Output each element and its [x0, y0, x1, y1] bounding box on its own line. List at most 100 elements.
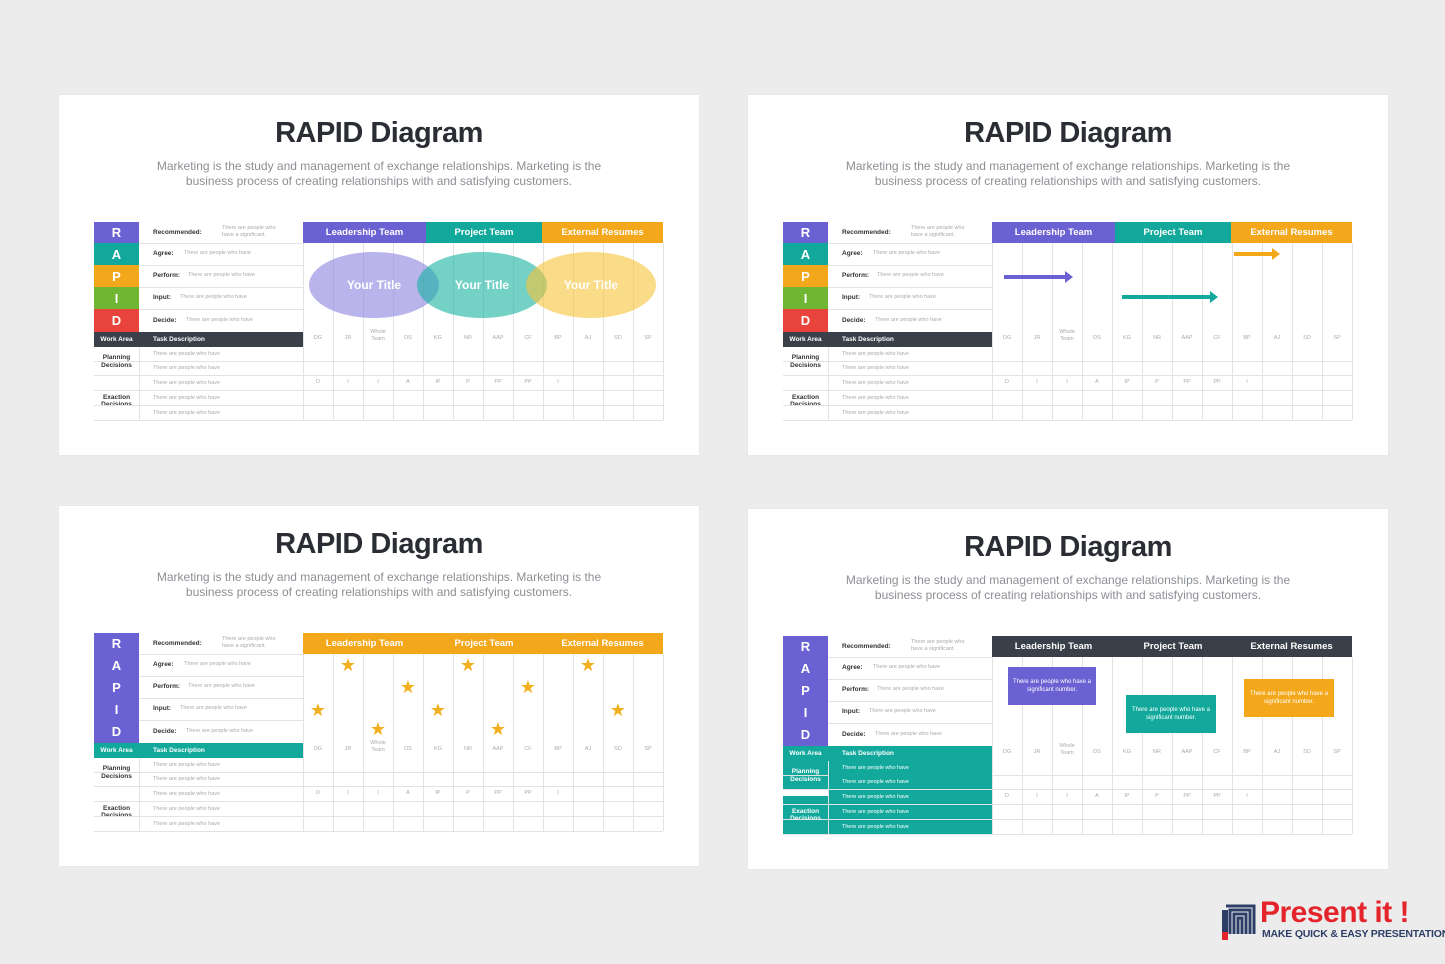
task-row-text: There are people who have — [153, 791, 220, 797]
row-divider — [828, 309, 992, 310]
task-row-text: There are people who have — [842, 410, 909, 416]
logo-wordmark: Present it ! — [1260, 896, 1410, 929]
column-label: AJ — [1273, 749, 1281, 755]
present-it-logo[interactable]: Present it ! MAKE QUICK & EASY PRESENTAT… — [1222, 896, 1445, 944]
table-bottom-line — [94, 831, 663, 832]
task-row-text: There are people who have — [842, 365, 909, 371]
work-area-bar: Work Area Task Description — [783, 746, 992, 761]
column-line — [1232, 657, 1233, 834]
venn-circle-1: Your Title — [309, 252, 439, 318]
work-area-bar: Work Area Task Description — [94, 332, 303, 347]
role-label: Agree: — [153, 250, 174, 257]
star-icon: ★ — [429, 700, 447, 720]
work-area-label: Work Area — [783, 332, 828, 347]
star-icon: ★ — [399, 677, 417, 697]
column-line — [1112, 243, 1113, 420]
logo-tagline: MAKE QUICK & EASY PRESENTATIONS — [1262, 928, 1445, 940]
role-description: There are people who have — [873, 250, 940, 256]
slide-1: RAPID Diagram Marketing is the study and … — [59, 95, 699, 455]
venn-circle-2: Your Title — [417, 252, 547, 318]
row-divider — [139, 720, 303, 721]
task-row-fill — [828, 805, 992, 819]
column-label: DS — [1093, 335, 1101, 341]
role-description: There are people who have a significant. — [911, 639, 965, 652]
column-label: BP — [1243, 335, 1251, 341]
rapid-letter-r: R — [94, 633, 139, 654]
column-label: DS — [1093, 749, 1101, 755]
column-line — [1262, 243, 1263, 420]
role-description: There are people who have — [873, 664, 940, 670]
column-line — [543, 654, 544, 831]
column-label: Whole Team — [1059, 329, 1075, 342]
column-line — [393, 243, 394, 420]
column-line — [1202, 243, 1203, 420]
column-line — [1292, 243, 1293, 420]
column-line — [603, 654, 604, 831]
role-description: There are people who have — [875, 730, 942, 737]
column-label: SP — [1333, 335, 1341, 341]
info-box-1: There are people who have a significant … — [1008, 667, 1096, 705]
decision-role: PP — [524, 379, 532, 385]
decision-role: I — [1066, 793, 1068, 799]
planning-decisions-label: Planning Decisions — [790, 354, 821, 369]
decision-role: P — [1155, 379, 1159, 385]
rapid-letter-a: A — [783, 657, 828, 679]
slide-title: RAPID Diagram — [275, 528, 483, 560]
role-description: There are people who have — [869, 708, 936, 714]
decision-role: A — [1095, 793, 1099, 799]
task-row-fill — [828, 820, 992, 834]
rapid-letter-p: P — [783, 679, 828, 701]
role-label: Agree: — [842, 664, 863, 671]
role-label: Perform: — [842, 686, 870, 693]
left-divider — [139, 758, 140, 831]
team-arrow-3 — [1234, 248, 1280, 260]
column-label: DG — [1002, 749, 1012, 755]
slide-subtitle: Marketing is the study and management of… — [156, 570, 602, 599]
team-header-3: External Resumes — [1231, 222, 1352, 243]
column-line — [1352, 243, 1353, 420]
column-line — [1022, 243, 1023, 420]
row-divider — [139, 243, 303, 244]
task-row-text: There are people who have — [153, 776, 220, 782]
column-line — [1082, 243, 1083, 420]
column-label: CF — [524, 335, 532, 341]
slide-subtitle: Marketing is the study and management of… — [156, 159, 602, 188]
decision-role: I — [377, 379, 379, 385]
rapid-letter-p: P — [783, 265, 828, 287]
column-label: KG — [434, 746, 442, 752]
team-header-3: External Resumes — [1231, 636, 1352, 657]
task-description-label: Task Description — [139, 332, 303, 347]
role-label: Agree: — [842, 250, 863, 257]
venn-circle-3: Your Title — [526, 252, 656, 318]
column-line — [1052, 243, 1053, 420]
task-row-divider — [94, 801, 663, 802]
column-label: DS — [404, 746, 412, 752]
decision-role: I — [1246, 379, 1248, 385]
task-row-fill — [828, 761, 992, 775]
rapid-letter-a: A — [783, 243, 828, 265]
column-line — [1142, 243, 1143, 420]
column-line — [1322, 657, 1323, 834]
star-icon: ★ — [339, 655, 357, 675]
column-line — [1172, 243, 1173, 420]
row-divider — [828, 243, 992, 244]
role-label: Input: — [153, 705, 172, 712]
task-row-divider — [783, 789, 1352, 790]
role-description: There are people who have — [186, 316, 253, 323]
role-description: There are people who have — [869, 294, 936, 300]
task-row-divider — [94, 405, 663, 406]
star-icon: ★ — [309, 700, 327, 720]
team-header-2: Project Team — [1115, 636, 1231, 657]
row-divider — [828, 679, 992, 680]
decision-role: I — [1036, 379, 1038, 385]
task-row-text: There are people who have — [153, 762, 220, 768]
team-header-2: Project Team — [426, 222, 542, 243]
team-header-1: Leadership Team — [992, 222, 1115, 243]
role-label: Input: — [153, 294, 172, 301]
decision-role: PP — [1213, 793, 1221, 799]
column-label: SD — [1303, 335, 1311, 341]
task-description-label: Task Description — [828, 746, 992, 761]
column-label: NR — [1153, 749, 1161, 755]
role-description: There are people who have — [186, 727, 253, 734]
task-row-text: There are people who have — [153, 806, 220, 812]
